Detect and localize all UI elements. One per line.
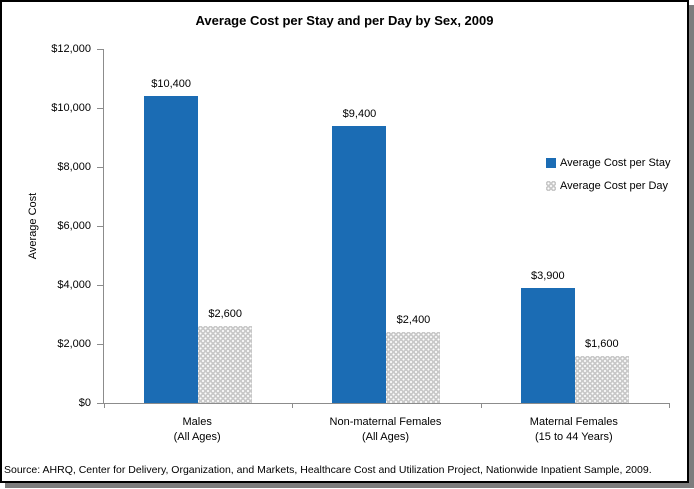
x-axis-labels: Males (All Ages) Non-maternal Females (All … — [103, 415, 668, 445]
y-tick-mark — [97, 403, 103, 404]
category-label-line: (All Ages) — [361, 431, 410, 443]
bar-cost-per-day — [574, 355, 629, 403]
bar-value-label: $9,400 — [342, 107, 377, 120]
category-label-line: (15 to 44 Years) — [534, 431, 613, 443]
category-label-line: Maternal Females — [529, 416, 618, 428]
bar-groups: $10,400 $2,600 $9,400 $2,400 $3,900 $1,600 — [104, 49, 669, 403]
legend-swatch-day — [546, 181, 556, 191]
category-group: $10,400 $2,600 — [104, 49, 292, 403]
y-tick-mark — [97, 285, 103, 286]
category-label-line: (All Ages) — [173, 431, 221, 443]
bar-slot: $2,400 — [386, 49, 441, 403]
y-tick-label: $8,000 — [57, 161, 91, 173]
y-tick-mark — [97, 344, 103, 345]
bar-cost-per-stay — [520, 287, 575, 403]
category-label: Maternal Females (15 to 44 Years) — [480, 415, 668, 445]
y-tick-label: $10,000 — [51, 102, 91, 114]
bar-slot: $1,600 — [574, 49, 629, 403]
bar-cost-per-day — [198, 326, 253, 403]
y-tick-mark — [97, 226, 103, 227]
y-tick-label: $6,000 — [57, 220, 91, 232]
bar-slot: $10,400 — [144, 49, 199, 403]
bar-value-label: $10,400 — [151, 78, 192, 91]
bar-value-label: $2,400 — [396, 314, 431, 327]
y-axis: $0 $2,000 $4,000 $6,000 $8,000 $10,000 $12,000 — [0, 43, 103, 409]
category-group: $9,400 $2,400 — [292, 49, 480, 403]
bar-slot: $9,400 — [332, 49, 387, 403]
plot-area: $10,400 $2,600 $9,400 $2,400 $3,900 $1,600 — [103, 49, 670, 408]
bar-value-label: $1,600 — [584, 337, 619, 350]
legend-swatch-stay — [546, 158, 556, 168]
bar-value-label: $3,900 — [530, 269, 565, 282]
y-tick-label: $2,000 — [57, 338, 91, 350]
legend-label: Average Cost per Day — [560, 180, 669, 192]
y-tick-label: $0 — [78, 397, 91, 409]
bar-cost-per-stay — [332, 125, 387, 403]
bar-slot: $3,900 — [520, 49, 575, 403]
source-note: Source: AHRQ, Center for Delivery, Organ… — [4, 464, 652, 476]
category-group: $3,900 $1,600 — [481, 49, 669, 403]
legend-entry: Average Cost per Day — [546, 180, 670, 192]
legend-label: Average Cost per Stay — [560, 157, 671, 169]
y-tick-label: $12,000 — [51, 43, 91, 55]
category-label-line: Males — [182, 416, 212, 428]
category-label: Males (All Ages) — [103, 415, 291, 445]
legend-entry: Average Cost per Stay — [546, 157, 670, 169]
bar-cost-per-day — [386, 332, 441, 403]
category-label: Non-maternal Females (All Ages) — [291, 415, 479, 445]
chart-title: Average Cost per Stay and per Day by Sex… — [195, 13, 494, 28]
y-tick-label: $4,000 — [57, 279, 91, 291]
legend: Average Cost per Stay Average Cost per Da… — [546, 157, 670, 203]
y-tick-mark — [97, 167, 103, 168]
bar-value-label: $2,600 — [208, 308, 242, 321]
y-tick-mark — [97, 49, 103, 50]
y-tick-mark — [97, 108, 103, 109]
bar-cost-per-stay — [144, 96, 199, 403]
category-label-line: Non-maternal Females — [329, 416, 442, 428]
bar-slot: $2,600 — [198, 49, 253, 403]
